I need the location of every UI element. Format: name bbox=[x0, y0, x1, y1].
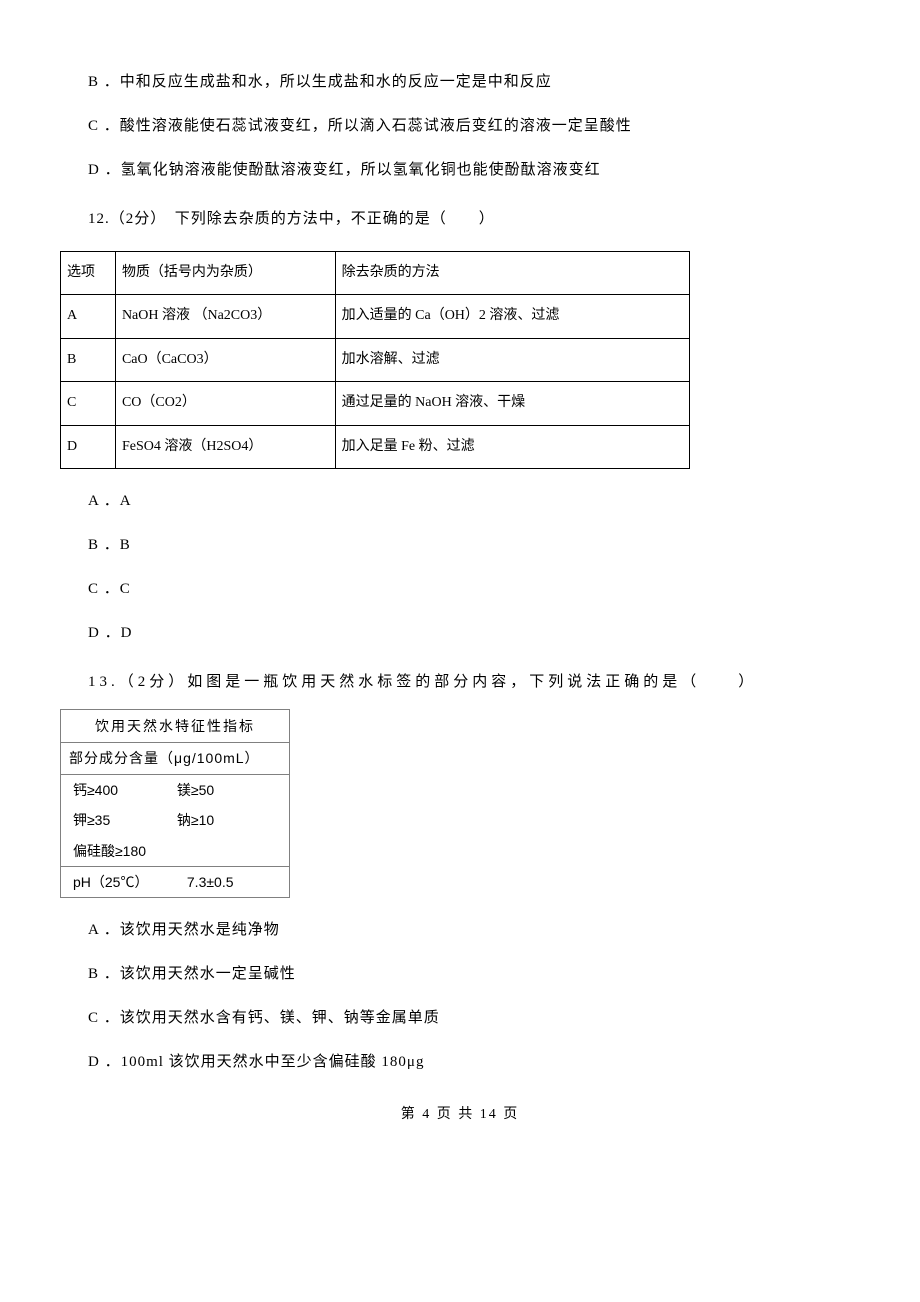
potassium-value: 钾≥35 bbox=[73, 809, 173, 831]
table-cell: A bbox=[61, 295, 116, 338]
q11-option-d: D ．氢氧化钠溶液能使酚酞溶液变红，所以氢氧化铜也能使酚酞溶液变红 bbox=[88, 158, 860, 182]
q11-option-c: C ．酸性溶液能使石蕊试液变红，所以滴入石蕊试液后变红的溶液一定呈酸性 bbox=[88, 114, 860, 138]
water-label-title: 饮用天然水特征性指标 bbox=[61, 710, 289, 742]
silicate-value: 偏硅酸≥180 bbox=[73, 843, 146, 859]
question-13-text: 13.（2分）如图是一瓶饮用天然水标签的部分内容，下列说法正确的是（ ） bbox=[88, 670, 860, 694]
water-label-row3: 偏硅酸≥180 bbox=[61, 836, 289, 866]
table-cell: CaO（CaCO3） bbox=[115, 338, 335, 381]
table-cell: C bbox=[61, 382, 116, 425]
table-row: A NaOH 溶液 （Na2CO3） 加入适量的 Ca（OH）2 溶液、过滤 bbox=[61, 295, 690, 338]
table-row: C CO（CO2） 通过足量的 NaOH 溶液、干燥 bbox=[61, 382, 690, 425]
water-label-row1: 钙≥400 镁≥50 bbox=[61, 775, 289, 805]
water-label-row2: 钾≥35 钠≥10 bbox=[61, 805, 289, 835]
table-header-row: 选项 物质（括号内为杂质） 除去杂质的方法 bbox=[61, 252, 690, 295]
ph-label: pH（25℃） bbox=[73, 871, 183, 893]
calcium-value: 钙≥400 bbox=[73, 779, 173, 801]
table-header-col1: 选项 bbox=[61, 252, 116, 295]
question-12-text: 12.（2分） 下列除去杂质的方法中，不正确的是（ ） bbox=[88, 207, 860, 231]
q12-option-a: A ．A bbox=[88, 489, 860, 513]
table-cell: CO（CO2） bbox=[115, 382, 335, 425]
magnesium-value: 镁≥50 bbox=[177, 782, 214, 798]
q13-option-d: D ．100ml 该饮用天然水中至少含偏硅酸 180μg bbox=[88, 1050, 860, 1074]
table-row: B CaO（CaCO3） 加水溶解、过滤 bbox=[61, 338, 690, 381]
table-cell: 加入足量 Fe 粉、过滤 bbox=[335, 425, 689, 468]
table-cell: FeSO4 溶液（H2SO4） bbox=[115, 425, 335, 468]
q13-option-c: C ．该饮用天然水含有钙、镁、钾、钠等金属单质 bbox=[88, 1006, 860, 1030]
table-cell: D bbox=[61, 425, 116, 468]
q12-option-c: C ．C bbox=[88, 577, 860, 601]
ph-value: 7.3±0.5 bbox=[187, 874, 234, 890]
table-header-col2: 物质（括号内为杂质） bbox=[115, 252, 335, 295]
water-label-table: 饮用天然水特征性指标 部分成分含量（μg/100mL） 钙≥400 镁≥50 钾… bbox=[60, 709, 290, 898]
q13-option-a: A ．该饮用天然水是纯净物 bbox=[88, 918, 860, 942]
table-header-col3: 除去杂质的方法 bbox=[335, 252, 689, 295]
table-cell: NaOH 溶液 （Na2CO3） bbox=[115, 295, 335, 338]
question-12-table: 选项 物质（括号内为杂质） 除去杂质的方法 A NaOH 溶液 （Na2CO3）… bbox=[60, 251, 690, 469]
sodium-value: 钠≥10 bbox=[177, 812, 214, 828]
page-footer: 第 4 页 共 14 页 bbox=[60, 1104, 860, 1126]
table-row: D FeSO4 溶液（H2SO4） 加入足量 Fe 粉、过滤 bbox=[61, 425, 690, 468]
q11-option-b: B ．中和反应生成盐和水，所以生成盐和水的反应一定是中和反应 bbox=[88, 70, 860, 94]
water-label-ph-row: pH（25℃） 7.3±0.5 bbox=[61, 866, 289, 897]
table-cell: 加入适量的 Ca（OH）2 溶液、过滤 bbox=[335, 295, 689, 338]
table-cell: 加水溶解、过滤 bbox=[335, 338, 689, 381]
q13-option-b: B ．该饮用天然水一定呈碱性 bbox=[88, 962, 860, 986]
table-cell: B bbox=[61, 338, 116, 381]
q12-option-b: B ．B bbox=[88, 533, 860, 557]
q12-option-d: D ．D bbox=[88, 621, 860, 645]
table-cell: 通过足量的 NaOH 溶液、干燥 bbox=[335, 382, 689, 425]
water-label-subtitle: 部分成分含量（μg/100mL） bbox=[61, 742, 289, 774]
